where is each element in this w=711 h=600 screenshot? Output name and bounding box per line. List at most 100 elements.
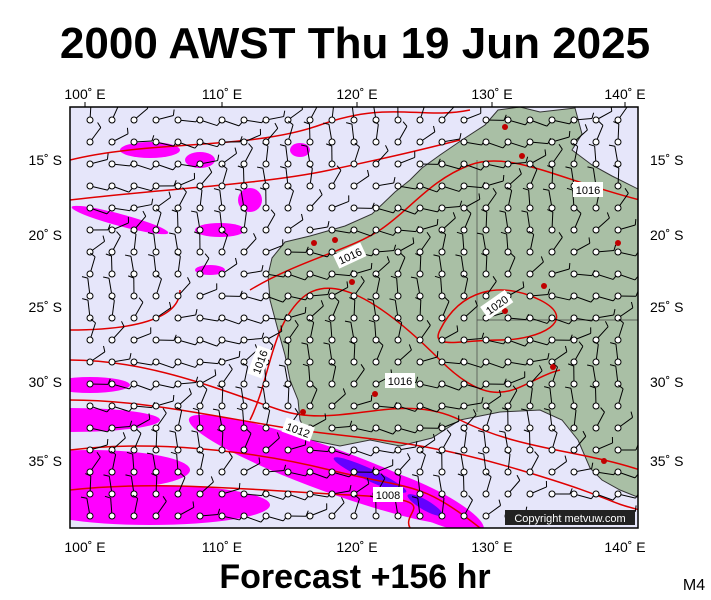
barb-flag: [547, 209, 554, 213]
barb-station: [306, 512, 314, 520]
barb-station: [394, 402, 402, 410]
barb-station: [240, 512, 248, 520]
barb-station: [174, 182, 182, 190]
barb-flag: [242, 362, 248, 367]
barb-station: [328, 468, 336, 476]
barb-station: [394, 446, 402, 454]
barb-station: [504, 270, 512, 278]
barb-station: [152, 468, 160, 476]
barb-station: [592, 424, 600, 432]
barb-station: [174, 336, 182, 344]
barb-flag: [147, 232, 154, 235]
barb-flag: [525, 156, 529, 163]
barb-flag: [327, 288, 331, 295]
barb-station: [86, 182, 94, 190]
barb-station: [262, 248, 270, 256]
barb-flag: [481, 332, 485, 339]
barb-flag: [635, 493, 638, 499]
barb-flag: [202, 384, 208, 390]
barb-flag: [169, 301, 172, 308]
barb-station: [262, 314, 270, 322]
barb-flag: [173, 334, 177, 341]
barb-flag: [323, 342, 330, 345]
barb-flag: [238, 350, 241, 358]
barb-station: [86, 468, 94, 476]
barb-flag: [477, 452, 484, 455]
barb-flag: [426, 320, 431, 326]
barb-station: [526, 160, 534, 168]
barb-station: [108, 336, 116, 344]
barb-flag: [635, 251, 638, 257]
barb-flag: [146, 452, 153, 455]
barb-station: [482, 424, 490, 432]
barb-flag: [569, 334, 573, 341]
barb-flag: [349, 297, 356, 301]
barb-station: [592, 380, 600, 388]
barb-station: [438, 424, 446, 432]
barb-station: [614, 204, 622, 212]
barb-flag: [456, 231, 463, 235]
barb-station: [548, 468, 556, 476]
barb-flag: [371, 466, 375, 473]
barb-station: [196, 314, 204, 322]
barb-station: [306, 204, 314, 212]
barb-station: [394, 116, 402, 124]
barb-station: [218, 358, 226, 366]
barb-flag: [378, 340, 384, 346]
barb-flag: [301, 144, 308, 147]
barb-station: [592, 248, 600, 256]
barb-station: [108, 248, 116, 256]
barb-station: [548, 182, 556, 190]
barb-flag: [624, 188, 629, 194]
barb-station: [416, 380, 424, 388]
barb-station: [614, 402, 622, 410]
barb-flag: [459, 200, 463, 207]
barb-station: [372, 446, 380, 454]
barb-flag: [303, 121, 310, 125]
barb-flag: [103, 276, 110, 279]
barb-station: [548, 226, 556, 234]
barb-station: [328, 292, 336, 300]
barb-station: [614, 116, 622, 124]
heavy-rain: [333, 457, 443, 516]
barb-station: [372, 160, 380, 168]
barb-station: [328, 446, 336, 454]
barb-station: [526, 204, 534, 212]
barb-station: [284, 336, 292, 344]
barb-flag: [538, 365, 543, 371]
barb-station: [460, 468, 468, 476]
barb-station: [570, 160, 578, 168]
barb-station: [350, 512, 358, 520]
barb-station: [108, 116, 116, 124]
barb-flag: [187, 277, 191, 283]
lon-label: 130˚ E: [471, 539, 512, 555]
barb-flag: [415, 253, 422, 257]
barb-flag: [239, 290, 243, 297]
barb-station: [504, 380, 512, 388]
barb-flag: [634, 505, 637, 512]
barb-station: [614, 446, 622, 454]
barb-station: [196, 336, 204, 344]
barb-station: [174, 468, 182, 476]
barb-flag: [190, 210, 198, 213]
title: 2000 AWST Thu 19 Jun 2025: [60, 19, 650, 68]
barb-station: [306, 248, 314, 256]
barb-station: [460, 226, 468, 234]
barb-station: [152, 116, 160, 124]
lon-label: 110˚ E: [202, 86, 242, 102]
barb-flag: [588, 143, 595, 147]
barb-flag: [455, 452, 462, 455]
barb-station: [108, 468, 116, 476]
barb-station: [240, 138, 248, 146]
barb-station: [240, 270, 248, 278]
barb-station: [350, 380, 358, 388]
barb-station: [394, 270, 402, 278]
barb-flag: [80, 496, 87, 499]
forecast-label: Forecast +156 hr: [219, 558, 490, 596]
barb-station: [108, 182, 116, 190]
barb-flag: [127, 275, 134, 279]
barb-station: [482, 160, 490, 168]
barb-station: [240, 446, 248, 454]
barb-flag: [567, 363, 574, 367]
barb-station: [284, 314, 292, 322]
